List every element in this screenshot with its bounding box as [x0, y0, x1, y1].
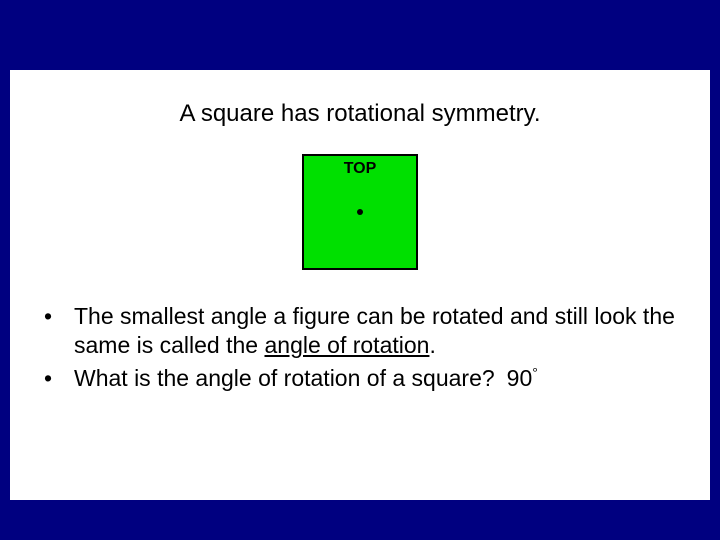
center-dot-icon — [357, 209, 363, 215]
list-item: • The smallest angle a figure can be rot… — [44, 302, 690, 360]
bullet-post: . — [429, 332, 435, 358]
square-top-label: TOP — [304, 160, 416, 178]
answer-unit: ° — [532, 364, 538, 380]
bullet-pre: What is the angle of rotation of a squar… — [74, 365, 495, 391]
bullet-marker-icon: • — [44, 364, 74, 393]
answer-value: 90 — [507, 365, 533, 391]
bullet-underlined: angle of rotation — [264, 332, 429, 358]
slide-title: A square has rotational symmetry. — [10, 100, 710, 128]
bullet-text: The smallest angle a figure can be rotat… — [74, 302, 690, 360]
list-item: • What is the angle of rotation of a squ… — [44, 364, 690, 393]
bullet-marker-icon: • — [44, 302, 74, 360]
answer: 90° — [507, 365, 538, 391]
bullet-text: What is the angle of rotation of a squar… — [74, 364, 690, 393]
slide-content: A square has rotational symmetry. TOP • … — [10, 70, 710, 500]
bullet-list: • The smallest angle a figure can be rot… — [44, 302, 690, 396]
square-figure: TOP — [302, 154, 418, 270]
